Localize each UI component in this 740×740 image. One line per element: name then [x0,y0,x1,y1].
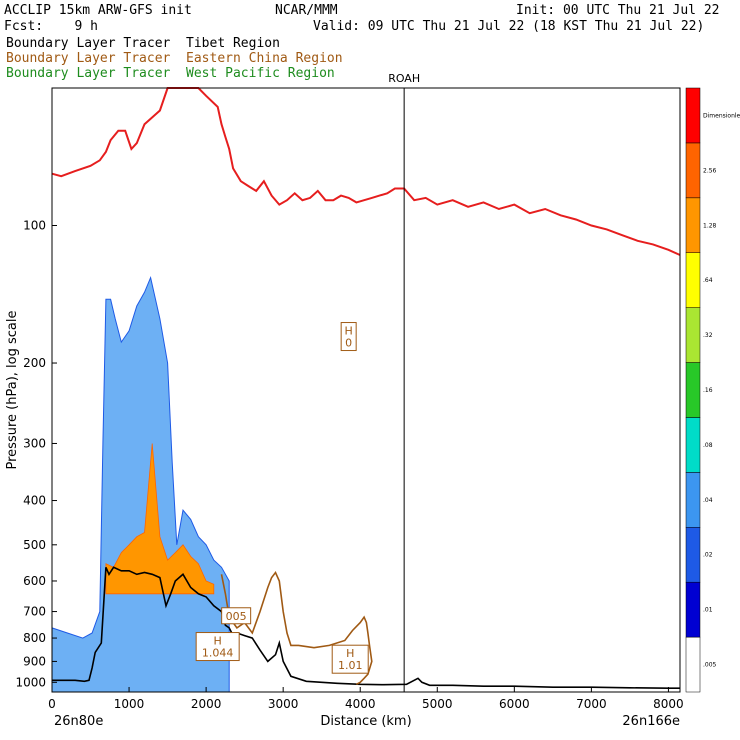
colorbar-swatch [685,362,701,418]
colorbar-label: .64 [703,277,713,284]
model-title: ACCLIP 15km ARW-GFS init [4,3,192,18]
colorbar-label: .01 [703,607,713,614]
colorbar-label: .32 [703,332,713,339]
colorbar-label: .16 [703,387,713,394]
y-tick-label: 400 [23,494,46,508]
colorbar-label: .04 [703,497,713,504]
colorbar-label: 1.28 [703,222,717,229]
x-tick-label: 0 [48,697,56,711]
valid-time: Valid: 09 UTC Thu 21 Jul 22 (18 KST Thu … [313,19,705,34]
y-tick-label: 1000 [15,675,46,689]
colorbar-swatch [685,87,701,144]
roah-marker: ROAH [388,72,420,692]
x-tick-label: 2000 [191,697,222,711]
y-tick-label: 600 [23,574,46,588]
colorbar-swatch [685,307,701,363]
colorbar-swatch [685,581,701,638]
y-axis: 100 200 300 400 500 600 700 800 900 1000 [15,219,57,689]
legend-eastern-china: Boundary Layer Tracer Eastern China Regi… [6,51,343,66]
x-tick-label: 1000 [114,697,145,711]
org-label: NCAR/MMM [275,3,338,18]
tropopause-line [51,87,681,256]
colorbar: .005 .01 .02 .04 .08 .16 .32 .64 1.28 2.56 Dimensi… [685,87,740,693]
colorbar-swatch [685,197,701,253]
annotation-box [331,644,369,674]
terrain-line [52,566,680,690]
right-endpoint: 26n166e [622,714,680,729]
annotation-text: 1.01 [338,659,363,672]
annotation-text: 1.044 [202,647,234,660]
y-axis-label: Pressure (hPa), log scale [5,311,20,470]
colorbar-label: .005 [703,662,717,669]
y-tick-label: 200 [23,356,46,370]
x-tick-label: 5000 [422,697,453,711]
x-tick-label: 8000 [653,697,684,711]
series-lines [51,87,681,690]
annotation-text: H [345,325,353,338]
tracer-shading [51,275,230,693]
x-tick-label: 3000 [268,697,299,711]
x-tick-label: 6000 [499,697,530,711]
y-tick-label: 500 [23,538,46,552]
annotation-text: H [214,635,222,648]
x-tick-label: 7000 [576,697,607,711]
x-axis: 0 1000 2000 3000 4000 5000 6000 7000 8000 [48,687,684,711]
eastern-china-tracer-line [220,570,373,686]
y-tick-label: 800 [23,631,46,645]
colorbar-swatch [685,142,701,199]
y-tick-label: 300 [23,436,46,450]
annotation-text: H [346,647,354,660]
colorbar-swatch [685,472,701,528]
annotation-text: 005 [226,610,247,623]
x-axis-label: Distance (km) [320,714,411,729]
annotation-box [195,632,240,662]
colorbar-label: .02 [703,552,713,559]
legend-west-pacific: Boundary Layer Tracer West Pacific Regio… [6,66,335,81]
y-tick-label: 700 [23,605,46,619]
forecast-hour: Fcst: 9 h [4,19,98,34]
annotation-box [340,322,357,352]
legend-tibet: Boundary Layer Tracer Tibet Region [6,36,280,51]
left-endpoint: 26n80e [54,714,103,729]
roah-label: ROAH [388,72,420,85]
tracer-outer-shading [51,275,230,693]
init-time: Init: 00 UTC Thu 21 Jul 22 [516,3,720,18]
colorbar-swatch [685,527,701,583]
plot-frame [51,87,681,693]
annotation-box [221,607,252,625]
x-tick-label: 4000 [345,697,376,711]
tracer-core-shading [105,443,215,595]
annotation-text: 0 [345,337,352,350]
y-tick-label: 900 [23,654,46,668]
y-tick-label: 100 [23,219,46,233]
colorbar-swatch [685,417,701,473]
colorbar-label: .08 [703,442,713,449]
colorbar-swatch [685,636,701,693]
colorbar-swatch [685,252,701,308]
colorbar-label: Dimensionless [703,112,740,119]
colorbar-label: 2.56 [703,167,717,174]
